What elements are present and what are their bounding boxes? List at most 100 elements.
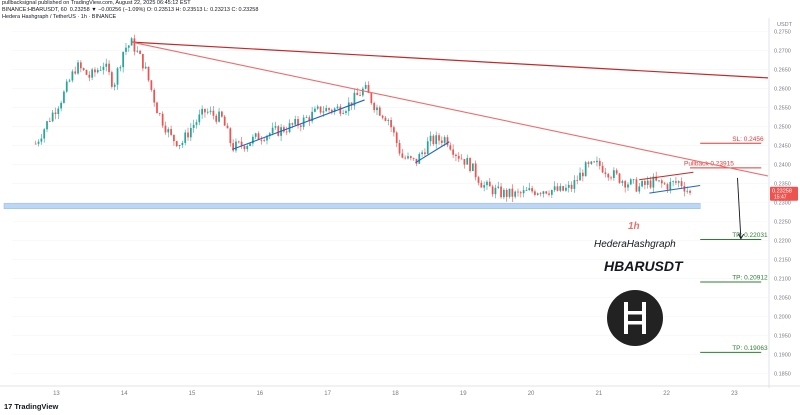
candle-body [474,163,477,178]
candle-body [421,152,423,155]
time-tick: 17 [324,391,331,397]
candle-body [556,186,559,191]
candle-body [449,145,452,150]
candle-body [102,66,105,70]
wedge-upper-line [639,171,694,181]
level-label-sl: SL: 0.2456 [732,136,764,143]
candle-body [139,50,141,54]
candle-body [94,69,96,73]
candle-body [486,181,488,186]
candle-body [170,129,172,135]
candle-body [613,170,615,179]
time-tick: 18 [392,391,399,397]
candle-body [672,181,674,183]
candle-body [500,186,502,198]
candle-body [573,180,576,189]
candle-body [229,128,232,144]
candle-body [96,70,99,73]
candle-body [204,108,206,113]
price-tick: 0.2350 [774,182,791,188]
candle-body [37,141,40,144]
candle-body [356,92,359,96]
author-line: pullbacksignal published on TradingView.… [2,0,191,6]
name-annotation: HederaHashgraph [594,239,676,250]
candle-body [638,186,641,192]
candle-body [531,188,533,192]
hedera-logo-bottom-crossbar [624,321,646,325]
candle-body [108,63,110,73]
level-label-tp3: TP: 0.19063 [732,345,768,352]
candle-body [407,156,409,159]
candle-body [71,71,74,81]
candle-body [99,69,102,71]
candle-body [294,119,297,125]
price-tick: 0.2300 [774,201,791,207]
candle-body [156,102,158,114]
candle-body [658,180,660,182]
tradingview-brand: TradingView [14,402,59,411]
hedera-logo-left-bar [624,302,628,334]
candle-body [536,193,539,195]
candle-body [68,80,71,82]
candle-body [460,158,463,160]
time-tick: 16 [256,391,263,397]
candle-body [528,188,531,191]
candle-body [153,89,156,103]
candle-body [590,161,593,164]
candle-body [446,137,449,146]
candles [34,34,691,202]
candle-body [539,193,542,195]
candle-body [440,140,443,143]
candle-body [142,53,144,69]
candle-body [252,136,254,144]
projection-arrow [737,177,742,239]
candle-body [432,135,435,145]
candle-body [350,102,353,106]
candle-body [567,184,570,188]
channel-line [415,141,450,164]
candle-body [325,108,328,112]
channel-line [649,184,701,194]
candle-body [511,188,514,197]
candle-body [376,107,378,111]
candle-body [548,193,550,195]
candle-body [587,162,590,164]
candle-body [63,91,65,103]
candle-body [274,126,277,128]
ticker-annotation: HBARUSDT [604,258,684,274]
candle-body [545,191,548,194]
candle-body [342,112,345,114]
hedera-logo-circle [607,290,663,346]
candle-body [503,189,505,198]
time-tick: 22 [663,391,670,397]
candle-body [576,180,579,181]
current-price-label: 0.23258 [772,188,792,194]
candle-body [254,133,257,137]
tradingview-logo: 17 TradingView [4,402,58,411]
candle-body [198,114,201,123]
candle-body [133,38,136,52]
candle-body [641,181,643,187]
candle-body [314,108,316,112]
candle-body [105,63,108,67]
candle-body [373,103,376,111]
candle-body [553,186,556,191]
price-tick: 0.2200 [774,239,791,245]
candle-body [246,145,249,150]
candle-body [85,69,88,75]
price-tick: 0.2600 [774,87,791,93]
candle-body [632,179,635,181]
candle-body [675,181,677,183]
candle-body [305,117,308,119]
candle-body [542,191,545,194]
candle-body [471,163,474,172]
candle-body [147,66,150,81]
price-axis-title: USDT [777,22,793,28]
candle-body [463,159,466,165]
candle-body [683,186,686,192]
candle-body [398,142,401,154]
candle-body [629,179,632,185]
candle-body [581,172,584,177]
candle-body [669,181,672,190]
